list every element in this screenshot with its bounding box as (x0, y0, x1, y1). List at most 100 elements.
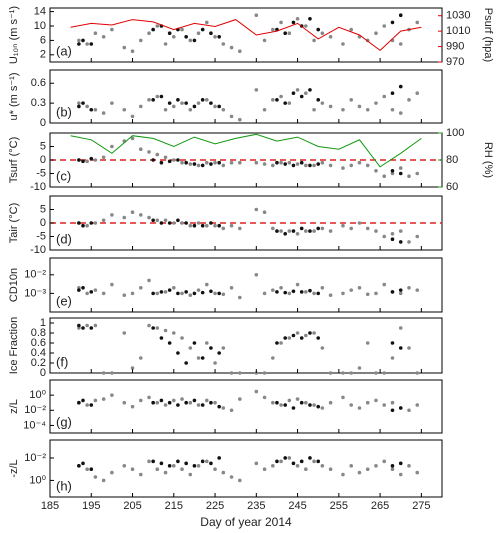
point (407, 174, 411, 178)
point (398, 13, 403, 17)
point (85, 467, 89, 472)
point (357, 406, 362, 410)
point (238, 371, 242, 375)
point (271, 464, 275, 468)
point (147, 278, 151, 283)
point (213, 361, 217, 365)
y-tick-label: 5 (40, 140, 46, 152)
y-tick-label: 1 (40, 317, 46, 329)
point (163, 155, 168, 160)
point (398, 472, 403, 477)
point (221, 346, 226, 350)
point (374, 464, 378, 468)
y-tick-label: 0.6 (31, 77, 46, 89)
point (184, 361, 188, 365)
point (341, 395, 345, 400)
point (238, 117, 242, 122)
point (365, 163, 370, 168)
point (151, 459, 155, 464)
point (295, 162, 300, 166)
point (308, 403, 312, 407)
point (205, 160, 209, 165)
point (209, 461, 213, 466)
point (77, 104, 81, 109)
panel-label: (b) (56, 104, 72, 119)
panel-frame (49, 69, 443, 124)
point (390, 400, 395, 405)
point (171, 331, 176, 335)
point (163, 470, 168, 475)
point (93, 475, 98, 479)
panel-label: (h) (56, 478, 72, 493)
point (229, 408, 234, 413)
point (254, 88, 259, 92)
y-tick-label: 10⁻² (24, 269, 46, 281)
point (304, 290, 308, 294)
point (176, 291, 180, 296)
point (200, 223, 205, 228)
point (238, 295, 242, 300)
point (180, 397, 184, 401)
y-tick-label: 10⁻⁴ (23, 419, 46, 431)
point (415, 371, 420, 375)
y-tick-label: 10⁰ (29, 474, 46, 486)
point (365, 467, 370, 472)
point (167, 101, 172, 105)
y2-tick-label: 1030 (446, 10, 470, 22)
point (89, 290, 94, 294)
point (407, 408, 411, 413)
panel-label: (e) (56, 293, 72, 308)
point (287, 229, 292, 233)
point (77, 400, 81, 405)
point (147, 215, 151, 220)
point (159, 398, 164, 403)
point (200, 403, 205, 407)
point (184, 400, 188, 405)
point (217, 104, 221, 109)
point (221, 42, 226, 46)
point (299, 226, 304, 231)
point (398, 291, 403, 296)
point (213, 223, 217, 228)
point (101, 371, 106, 375)
point (122, 293, 127, 298)
point (101, 478, 106, 483)
point (398, 326, 403, 330)
point (213, 291, 217, 296)
point (283, 456, 288, 460)
point (180, 221, 184, 225)
point (171, 464, 176, 468)
point (312, 403, 316, 407)
point (217, 456, 221, 460)
point (312, 229, 316, 233)
point (320, 464, 325, 468)
point (407, 346, 411, 350)
point (262, 38, 267, 43)
point (291, 163, 296, 168)
point (151, 326, 155, 330)
point (299, 400, 304, 405)
point (101, 218, 106, 223)
point (349, 403, 354, 407)
point (205, 98, 209, 102)
point (374, 31, 378, 35)
point (341, 472, 345, 477)
y-tick-label: 0.4 (31, 347, 46, 359)
point (205, 282, 209, 287)
point (312, 459, 316, 464)
panel-frame (49, 317, 443, 374)
point (196, 403, 201, 407)
panel-label: (a) (56, 43, 72, 58)
line (70, 19, 422, 52)
point (171, 398, 176, 403)
point (238, 397, 242, 401)
point (184, 290, 188, 294)
point (291, 229, 296, 233)
point (382, 403, 387, 407)
point (167, 341, 172, 345)
point (262, 162, 267, 166)
point (390, 20, 395, 25)
point (328, 467, 333, 472)
point (299, 336, 304, 340)
point (295, 232, 300, 236)
